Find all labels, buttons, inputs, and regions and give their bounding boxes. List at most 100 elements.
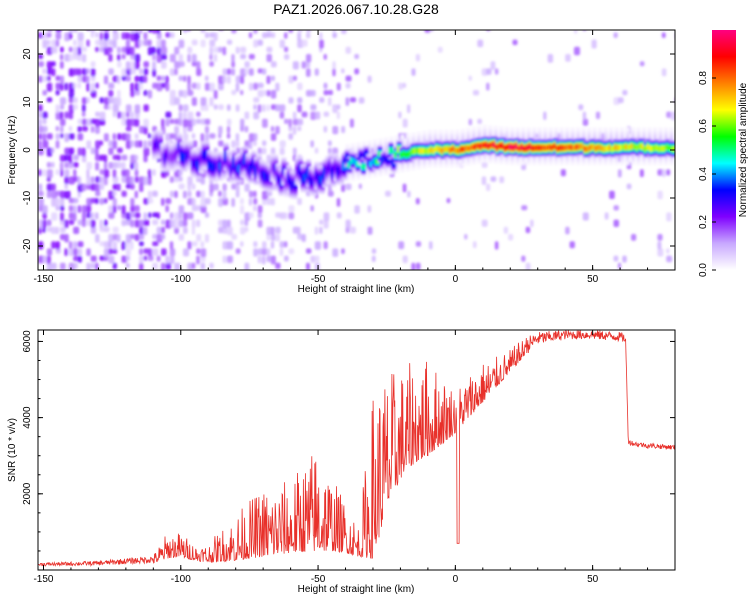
spectrogram-cell (488, 125, 493, 130)
spectrogram-cell (636, 161, 641, 166)
spectrogram-cell (297, 104, 302, 113)
spectrogram-cell (165, 111, 172, 119)
spectrogram-cell (358, 183, 362, 190)
spectrogram-cell (345, 97, 350, 106)
spectrogram-cell (235, 183, 240, 193)
spectrogram-cell (553, 143, 559, 149)
spectrogram-cell (504, 130, 509, 135)
spectrogram-cell (580, 143, 586, 150)
spectrogram-cell (371, 158, 377, 164)
spectrogram-cell (383, 147, 388, 152)
spectrogram-cell (310, 205, 314, 212)
spectrogram-cell (658, 130, 663, 135)
spectrogram-cell (68, 241, 73, 249)
spectrogram-cell (218, 140, 224, 147)
spectrogram-cell (305, 262, 310, 270)
spectrogram-cell (38, 190, 44, 197)
spectrogram-cell (658, 157, 663, 162)
spectrogram-cell (218, 162, 224, 171)
spectrogram-cell (90, 147, 96, 155)
spectrogram-cell (59, 111, 64, 119)
spectrogram-cell (59, 234, 66, 241)
spectrogram-cell (86, 118, 93, 126)
spectrogram-cell (165, 205, 169, 213)
spectrogram-cell (108, 104, 112, 111)
spectrogram-cell (73, 104, 78, 110)
spectrogram-cell (68, 90, 75, 99)
spectrogram-cell (108, 39, 114, 46)
spectrogram-cell (510, 130, 515, 135)
spectrogram-cell (548, 130, 553, 135)
spectrogram-cell (209, 61, 214, 67)
spectrogram-cell (284, 118, 289, 124)
spectrogram-cell (253, 133, 258, 141)
spectrogram-cell (582, 118, 589, 126)
spectrogram-cell (42, 133, 47, 141)
spectrogram-cell (134, 90, 141, 96)
spectrogram-cell (95, 126, 100, 134)
snr-x-tick-label: -100 (171, 574, 191, 585)
spectrogram-cell (152, 190, 158, 197)
spectrogram-cell (174, 151, 180, 159)
spectrogram-cell (351, 176, 356, 181)
spectrogram-cell (663, 145, 669, 152)
spectrogram-cell (554, 130, 559, 135)
spectrogram-cell (42, 219, 47, 229)
spectrogram-cell (99, 39, 105, 47)
spectrogram-cell (248, 54, 255, 60)
spectrogram-cell (625, 130, 630, 135)
spectrogram-cell (416, 165, 421, 170)
spectrogram-cell (570, 127, 575, 132)
spectrogram-cell (493, 159, 498, 164)
spectrogram-cell (143, 126, 148, 135)
spectrogram-cell (143, 219, 150, 226)
spectrogram-cell (405, 167, 410, 172)
spectrogram-cell (51, 162, 55, 168)
spectrogram-cell (336, 212, 342, 219)
spectrogram-cell (257, 248, 264, 256)
spectrogram-cell (55, 39, 60, 47)
spectrogram-cell (77, 68, 82, 77)
spectrogram-cell (139, 234, 145, 240)
spectrogram-cell (526, 134, 531, 139)
spectrogram-cell (103, 198, 108, 204)
spectrogram-cell (591, 144, 597, 150)
spectrogram-cell (614, 157, 619, 162)
colorbar-tick-label: 0.2 (698, 215, 709, 229)
spectrogram-cell (653, 157, 658, 162)
spectrogram-cell (613, 255, 619, 262)
spectrogram-cell (288, 133, 294, 140)
spectrogram-cell (46, 97, 53, 103)
spectrogram-cell (187, 176, 193, 186)
spectrogram-cell (581, 161, 586, 166)
spectrogram-cell (174, 126, 179, 134)
spectrogram-cell (499, 126, 504, 131)
spectrogram-cell (660, 145, 666, 152)
spectrogram-cell (323, 111, 330, 117)
spectrogram-cell (253, 97, 260, 103)
spectrogram-cell (103, 30, 110, 32)
spectrogram-cell (90, 262, 95, 269)
spectrogram-cell (275, 82, 280, 92)
spectrogram-cell (130, 176, 134, 185)
spectrogram-cell (314, 111, 321, 120)
spectrogram-cell (218, 133, 222, 139)
spectrogram-cell (139, 183, 144, 193)
spectrogram-cell (64, 133, 70, 143)
spectrogram-cell (77, 32, 84, 41)
spectrogram-cell (275, 173, 281, 181)
spectrogram-cell (171, 153, 177, 161)
spectrogram-cell (565, 161, 570, 166)
spectrogram-cell (73, 39, 77, 46)
spectrogram-cell (554, 134, 559, 139)
spectrogram-cell (372, 142, 377, 147)
spectrogram-cell (543, 127, 548, 132)
spectrogram-cell (235, 190, 240, 198)
spectrogram-cell (143, 75, 148, 83)
spectrogram-cell (327, 90, 333, 96)
spectrogram-cell (510, 154, 515, 159)
spectrogram-cell (396, 146, 402, 153)
spectrogram-cell (108, 97, 114, 104)
spectrogram-cell (292, 126, 297, 135)
